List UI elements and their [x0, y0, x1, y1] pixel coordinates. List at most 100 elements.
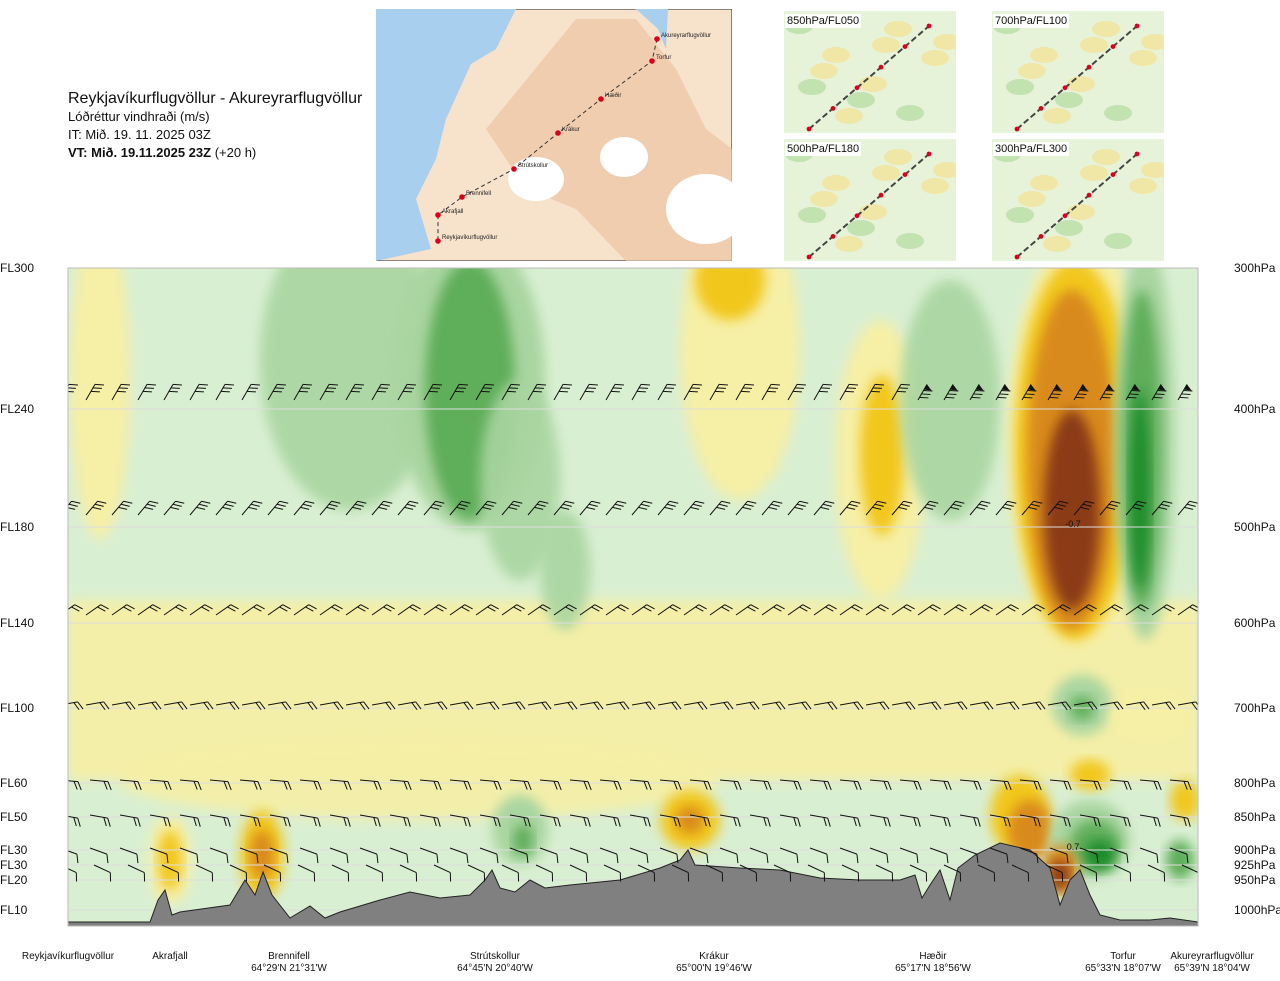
wind-barb	[735, 701, 760, 711]
wind-barb	[579, 701, 604, 711]
wind-barb	[419, 847, 439, 864]
initial-time: IT: Mið. 19. 11. 2025 03Z	[68, 127, 211, 142]
wind-barb	[684, 245, 699, 265]
location-coord: 65°39'N 18°04'W	[1174, 963, 1250, 974]
location-name: Hæðir	[919, 951, 947, 962]
wind-barb	[761, 383, 780, 401]
wind-barb	[1021, 500, 1043, 516]
wind-barb	[149, 814, 171, 827]
wind-barb	[773, 864, 792, 882]
wind-barb	[293, 500, 315, 516]
wind-barb	[241, 383, 260, 401]
pressure-label: 400hPa	[1234, 402, 1276, 416]
cross-section-chart: -0.7 0.7	[60, 245, 1199, 927]
location-coord: 65°17'N 18°56'W	[895, 963, 971, 974]
location-coord: 64°45'N 20°40'W	[457, 963, 533, 974]
wind-barb	[959, 779, 982, 791]
wind-barb	[119, 847, 139, 864]
wind-barb	[137, 604, 161, 616]
location-label: Brennifell 64°29'N 21°31'W	[251, 951, 327, 975]
field-contour	[480, 380, 560, 580]
field-contour	[1130, 390, 1150, 590]
wind-barb	[1047, 701, 1072, 711]
wind-barb	[475, 383, 494, 401]
wind-barb	[501, 383, 520, 401]
wind-barb	[164, 245, 179, 265]
wind-barb	[1079, 847, 1099, 864]
wind-barb	[1151, 701, 1176, 711]
wind-barb	[762, 245, 777, 265]
panel-300-label: 300hPa/FL300	[993, 142, 1070, 156]
wind-barb	[657, 500, 679, 516]
wind-barb	[579, 500, 601, 516]
field-contour	[1110, 690, 1190, 740]
wind-barb	[917, 701, 942, 711]
wind-barb	[293, 701, 318, 711]
wind-barb	[111, 604, 135, 616]
panel-field-spot	[896, 105, 924, 121]
wind-barb	[1011, 864, 1030, 882]
fl-label: FL20	[0, 873, 28, 887]
wind-barb	[917, 384, 933, 401]
pressure-label: 300hPa	[1234, 261, 1276, 275]
route-map-svg: Akureyrarflugvöllur Torfur Hæðir Krákur Strú…	[375, 8, 746, 262]
location-name: Torfur	[1110, 951, 1136, 962]
wind-barb	[899, 847, 919, 864]
wind-barb	[813, 604, 837, 616]
wind-barb	[1021, 701, 1046, 711]
wind-barb	[891, 701, 916, 711]
wind-barb	[539, 779, 562, 791]
panel-waypoint	[1038, 106, 1044, 111]
wind-barb	[345, 604, 369, 616]
wind-barb	[579, 383, 598, 401]
waypoint-label: Brennifell	[466, 191, 491, 197]
terrain-profile	[68, 842, 1198, 926]
route-map-icon: Akureyrarflugvöllur Torfur Hæðir Krákur Strú…	[375, 8, 746, 262]
wind-barb	[1049, 814, 1071, 827]
vertical-velocity-field	[68, 268, 1198, 905]
wind-barb	[1073, 604, 1097, 616]
panel-300: 300hPa/FL300	[992, 139, 1169, 261]
waypoint-marker	[511, 166, 517, 172]
wind-barb	[1126, 245, 1140, 265]
wind-barb	[112, 245, 127, 265]
wind-barb	[539, 814, 561, 827]
panel-field-spot	[1055, 92, 1083, 108]
wind-barb	[397, 500, 419, 516]
wind-barb	[424, 245, 439, 265]
wind-barb	[371, 604, 395, 616]
wind-barb	[137, 383, 156, 401]
wind-barb	[138, 245, 153, 265]
wind-barb	[209, 847, 229, 864]
wind-barb	[709, 500, 731, 516]
wind-barb	[1151, 604, 1175, 616]
wind-barb	[299, 779, 322, 791]
wind-barb	[267, 500, 289, 516]
wind-barb	[554, 245, 569, 265]
panel-waypoint	[902, 44, 908, 49]
wind-barb	[475, 701, 500, 711]
panel-field-spot	[1018, 191, 1046, 207]
wind-barb	[989, 779, 1012, 791]
wind-barb	[319, 604, 343, 616]
wind-barb	[68, 814, 81, 827]
wind-barb	[449, 814, 471, 827]
panel-route	[1016, 153, 1138, 258]
wind-barb	[449, 500, 471, 516]
wind-barb	[60, 245, 75, 265]
wind-barb	[1125, 701, 1150, 711]
field-contour	[1085, 840, 1115, 870]
wind-barb	[970, 245, 984, 265]
field-contour	[1044, 410, 1100, 610]
wind-barb	[189, 383, 208, 401]
panel-waypoint	[1014, 254, 1020, 260]
wind-barb	[658, 245, 673, 265]
wind-barb	[1151, 500, 1173, 516]
wind-barb	[1139, 814, 1161, 827]
wind-barb	[269, 779, 292, 791]
panel-500-label: 500hPa/FL180	[785, 142, 862, 156]
wind-barb	[840, 245, 855, 265]
location-name: Brennifell	[268, 951, 310, 962]
wind-barb	[1079, 779, 1102, 791]
panel-waypoint	[854, 213, 860, 219]
